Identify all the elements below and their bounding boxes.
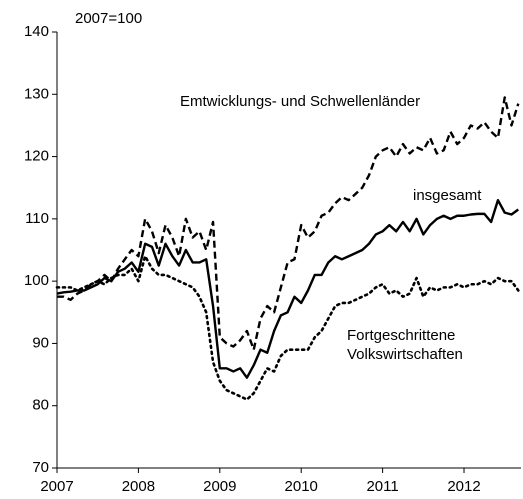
y-tick-label: 80 bbox=[32, 397, 49, 414]
x-tick-label: 2010 bbox=[285, 478, 318, 495]
annotation: 2007=100 bbox=[75, 10, 142, 27]
y-tick-label: 90 bbox=[32, 334, 49, 351]
x-tick-label: 2007 bbox=[40, 478, 73, 495]
y-tick-label: 140 bbox=[24, 23, 49, 40]
y-tick-label: 120 bbox=[24, 148, 49, 165]
x-tick-label: 2011 bbox=[366, 478, 398, 495]
series-label: insgesamt bbox=[413, 187, 482, 204]
x-tick-label: 2012 bbox=[447, 478, 480, 495]
x-tick-label: 2008 bbox=[122, 478, 155, 495]
series-label: Emtwicklungs- und Schwellenländer bbox=[180, 93, 421, 110]
y-tick-label: 100 bbox=[24, 272, 49, 289]
y-tick-label: 130 bbox=[24, 85, 49, 102]
series-label: Fortgeschrittene Volkswirtschaften bbox=[347, 327, 463, 363]
y-tick-label: 70 bbox=[32, 459, 49, 476]
series-line bbox=[56, 198, 520, 379]
y-tick-label: 110 bbox=[25, 210, 49, 227]
x-tick-label: 2009 bbox=[203, 478, 236, 495]
